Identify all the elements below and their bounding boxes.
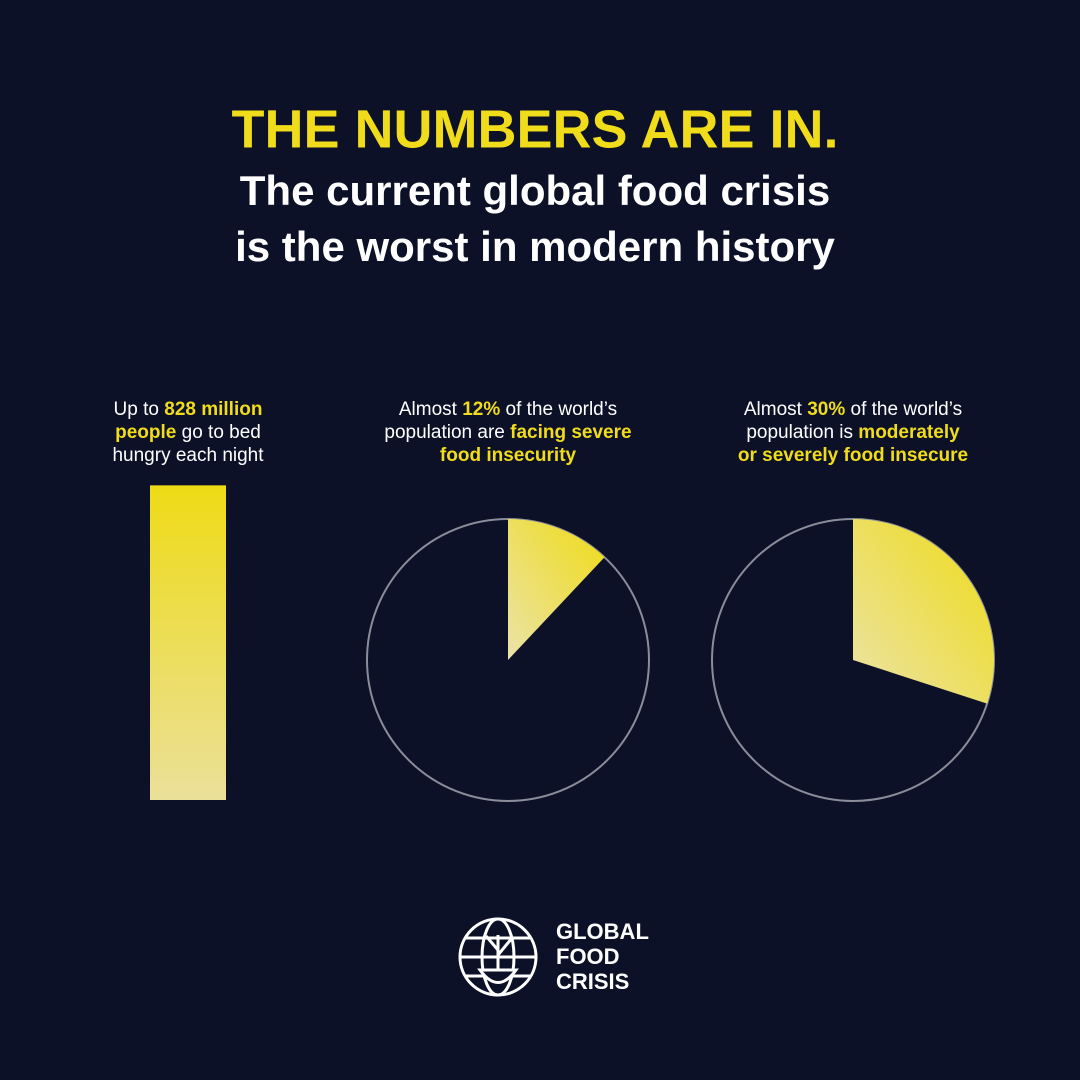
caption-segment: or severely food insecure <box>738 445 968 466</box>
caption-line: population is moderately <box>746 422 960 443</box>
caption-line: Almost 30% of the world’s <box>744 399 962 420</box>
caption-segment: moderately <box>858 422 960 443</box>
caption-segment: people <box>115 422 176 443</box>
caption-segment: facing severe <box>510 422 631 443</box>
caption-segment: of the world’s <box>500 399 617 420</box>
caption-line: or severely food insecure <box>738 445 968 466</box>
caption-segment: population are <box>384 422 510 443</box>
caption-line: hungry each night <box>112 445 264 466</box>
caption-line: Up to 828 million <box>114 399 263 420</box>
caption-line: Almost 12% of the world’s <box>399 399 617 420</box>
caption-segment: of the world’s <box>845 399 962 420</box>
caption-segment: 828 million <box>164 399 262 420</box>
logo-icon <box>458 917 538 997</box>
logo-text: GLOBAL <box>556 919 649 944</box>
title: THE NUMBERS ARE IN. <box>231 99 838 159</box>
bar <box>150 485 226 800</box>
caption-segment: Almost <box>744 399 807 420</box>
caption-line: population are facing severe <box>384 422 631 443</box>
caption-segment: Almost <box>399 399 462 420</box>
caption-segment: food insecurity <box>440 445 577 466</box>
caption-segment: 12% <box>462 399 500 420</box>
caption-segment: Up to <box>114 399 165 420</box>
caption-segment: population is <box>746 422 858 443</box>
caption-segment: go to bed <box>176 422 261 443</box>
logo-text: FOOD <box>556 944 620 969</box>
pie-slice <box>508 519 605 660</box>
caption-line: people go to bed <box>115 422 261 443</box>
pie-slice <box>853 519 994 704</box>
caption-segment: 30% <box>807 399 845 420</box>
logo-text: CRISIS <box>556 969 629 994</box>
caption-line: food insecurity <box>440 445 577 466</box>
caption-segment: hungry each night <box>112 445 264 466</box>
subtitle-line: is the worst in modern history <box>235 223 835 270</box>
subtitle-line: The current global food crisis <box>240 167 830 214</box>
